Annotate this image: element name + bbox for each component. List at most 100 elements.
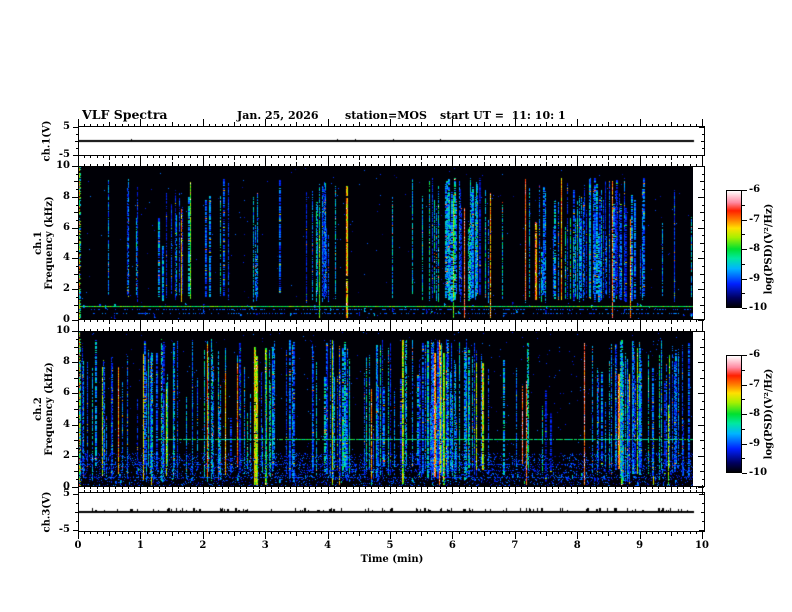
- tick-mark: [521, 490, 522, 492]
- tick-mark: [702, 235, 704, 236]
- tick-mark: [197, 329, 198, 331]
- tick-mark: [700, 212, 704, 213]
- tick-mark: [296, 488, 297, 492]
- tick-mark: [696, 164, 697, 166]
- tick-mark: [696, 487, 697, 489]
- tick-mark: [90, 329, 91, 331]
- tick-mark: [271, 164, 272, 166]
- tick-mark: [128, 532, 129, 534]
- tick-mark: [128, 156, 129, 158]
- tick-mark: [540, 164, 541, 166]
- tick-mark: [646, 156, 647, 158]
- tick-mark: [502, 320, 503, 322]
- tick-mark: [477, 487, 478, 489]
- tick-mark: [296, 320, 297, 324]
- tick-mark: [698, 166, 704, 167]
- tick-mark: [440, 124, 441, 126]
- tick-mark: [76, 401, 78, 402]
- tick-mark: [446, 490, 447, 492]
- tick-mark: [671, 488, 672, 492]
- tick-mark: [390, 485, 391, 492]
- tick-mark: [627, 487, 628, 489]
- tick-mark: [340, 532, 341, 534]
- tick-mark: [698, 197, 704, 198]
- tick-mark: [459, 532, 460, 534]
- tick-mark: [76, 370, 78, 371]
- time-tick-label: 9: [636, 540, 644, 551]
- tick-mark: [109, 162, 110, 166]
- tick-mark: [546, 327, 547, 331]
- tick-mark: [78, 119, 79, 126]
- tick-mark: [222, 124, 223, 126]
- tick-mark: [371, 487, 372, 489]
- tick-mark: [742, 399, 745, 400]
- tick-mark: [209, 156, 210, 158]
- tick-mark: [90, 164, 91, 166]
- tick-mark: [459, 329, 460, 331]
- tick-mark: [702, 134, 704, 135]
- tick-mark: [165, 164, 166, 166]
- tick-mark: [222, 156, 223, 158]
- tick-mark: [409, 320, 410, 322]
- tick-mark: [215, 320, 216, 322]
- tick-mark: [577, 159, 578, 166]
- tick-mark: [521, 124, 522, 126]
- tick-mark: [640, 532, 641, 539]
- tick-mark: [203, 119, 204, 126]
- tick-mark: [596, 329, 597, 331]
- tick-mark: [421, 320, 422, 324]
- tick-mark: [515, 320, 516, 327]
- tick-mark: [246, 156, 247, 158]
- tick-mark: [665, 532, 666, 534]
- tick-mark: [515, 159, 516, 166]
- tick-mark: [558, 320, 559, 322]
- tick-mark: [596, 320, 597, 322]
- tick-mark: [334, 124, 335, 126]
- tick-mark: [122, 487, 123, 489]
- tick-mark: [452, 324, 453, 331]
- tick-mark: [309, 329, 310, 331]
- tick-mark: [427, 329, 428, 331]
- figure-date: Jan. 25, 2026: [237, 109, 319, 122]
- tick-mark: [440, 320, 441, 322]
- tick-mark: [134, 532, 135, 534]
- tick-mark: [240, 164, 241, 166]
- tick-mark: [558, 487, 559, 489]
- tick-mark: [84, 124, 85, 126]
- tick-mark: [583, 320, 584, 322]
- tick-mark: [671, 320, 672, 324]
- time-tick-label: 5: [386, 540, 394, 551]
- tick-mark: [633, 329, 634, 331]
- tick-mark: [534, 124, 535, 126]
- tick-mark: [702, 485, 703, 492]
- tick-mark: [334, 487, 335, 489]
- tick-mark: [415, 156, 416, 158]
- ch2-label-line2: Frequency (kHz): [44, 362, 55, 456]
- tick-mark: [278, 329, 279, 331]
- time-tick-label: 7: [511, 540, 519, 551]
- tick-mark: [178, 329, 179, 331]
- tick-mark: [490, 487, 491, 489]
- tick-mark: [700, 274, 704, 275]
- tick-mark: [72, 456, 78, 457]
- tick-mark: [465, 490, 466, 492]
- tick-mark: [446, 156, 447, 158]
- tick-mark: [459, 320, 460, 322]
- tick-mark: [346, 156, 347, 158]
- tick-mark: [90, 124, 91, 126]
- tick-mark: [633, 156, 634, 158]
- colorbar-ch2: [726, 355, 742, 473]
- tick-mark: [565, 320, 566, 322]
- tick-mark: [621, 532, 622, 534]
- tick-mark: [590, 487, 591, 489]
- tick-mark: [72, 228, 78, 229]
- tick-mark: [627, 490, 628, 492]
- tick-mark: [215, 164, 216, 166]
- tick-mark: [502, 490, 503, 492]
- tick-mark: [172, 122, 173, 126]
- tick-mark: [702, 189, 704, 190]
- tick-mark: [253, 164, 254, 166]
- tick-mark: [334, 156, 335, 158]
- figure-station: station=MOS: [345, 109, 427, 122]
- tick-mark: [459, 156, 460, 158]
